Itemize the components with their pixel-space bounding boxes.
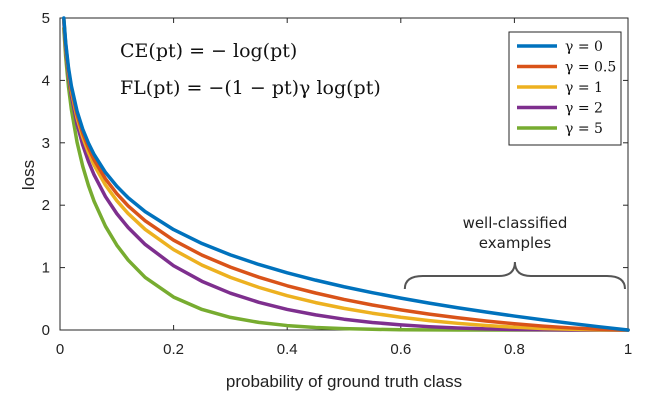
legend-label: γ = 0 <box>565 39 603 55</box>
x-tick-label: 0.6 <box>390 341 411 358</box>
x-tick-label: 1 <box>624 341 632 358</box>
x-tick-label: 0 <box>56 341 64 358</box>
legend-label: γ = 0.5 <box>565 60 616 76</box>
annotation-brace <box>403 261 626 290</box>
y-tick-label: 5 <box>42 10 50 27</box>
y-tick-label: 3 <box>42 135 50 152</box>
series-line-gamma-2 <box>62 20 630 332</box>
axis-ticks: 0 0.2 0.4 0.6 0.8 1 0 1 2 3 4 5 <box>42 10 633 358</box>
annotation-line-1: well-classified <box>463 214 568 232</box>
x-tick-label: 0.2 <box>163 341 184 358</box>
legend-label: γ = 2 <box>565 101 603 117</box>
y-tick-label: 4 <box>42 72 50 89</box>
x-tick-label: 0.4 <box>277 341 298 358</box>
legend-label: γ = 1 <box>565 80 603 96</box>
series-lines <box>62 16 630 332</box>
legend: γ = 0 γ = 0.5 γ = 1 γ = 2 γ = 5 <box>508 31 622 146</box>
well-classified-annotation: well-classified examples <box>403 214 626 290</box>
legend-label: γ = 5 <box>565 121 603 137</box>
x-tick-label: 0.8 <box>504 341 525 358</box>
y-tick-label: 2 <box>42 197 50 214</box>
legend-entries: γ = 0 γ = 0.5 γ = 1 γ = 2 γ = 5 <box>517 39 616 137</box>
y-tick-label: 0 <box>42 322 50 339</box>
ce-formula: CE(pt) = − log(pt) <box>120 40 297 62</box>
fl-formula: FL(pt) = −(1 − pt)γ log(pt) <box>120 77 381 99</box>
annotation-line-2: examples <box>479 234 552 252</box>
x-axis-title: probability of ground truth class <box>226 372 462 391</box>
y-tick-label: 1 <box>42 260 50 277</box>
y-axis-title: loss <box>19 160 38 190</box>
series-line-gamma-0 <box>62 16 630 332</box>
